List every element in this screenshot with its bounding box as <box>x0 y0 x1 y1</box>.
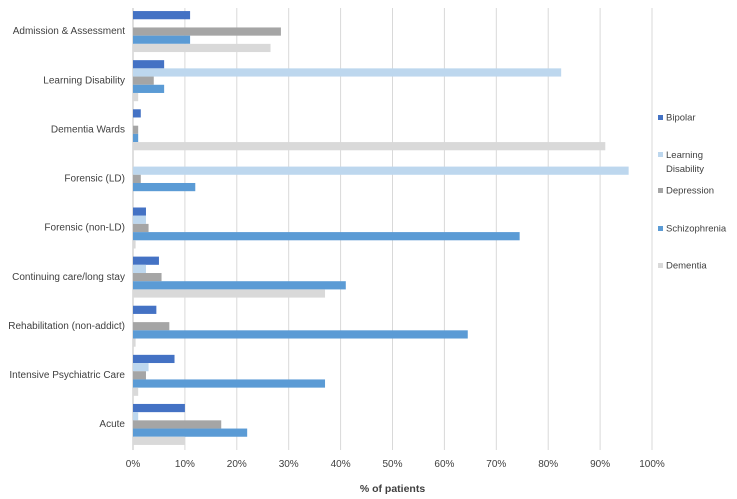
legend-swatch <box>658 263 663 268</box>
category-label: Intensive Psychiatric Care <box>9 370 125 381</box>
category-label: Dementia Wards <box>51 124 125 135</box>
legend-swatch <box>658 188 663 193</box>
bar <box>133 387 139 396</box>
x-tick-label: 90% <box>590 459 610 470</box>
bar <box>133 330 468 339</box>
bar <box>133 27 281 36</box>
bar <box>133 379 326 388</box>
x-tick-label: 60% <box>434 459 454 470</box>
legend-label: Schizophrenia <box>666 224 727 235</box>
bar <box>133 322 170 331</box>
category-label: Forensic (LD) <box>64 174 125 185</box>
x-tick-label: 0% <box>126 459 141 470</box>
bar <box>133 142 606 151</box>
bar <box>133 182 196 192</box>
bars <box>133 11 629 445</box>
bar <box>133 43 271 53</box>
bar <box>133 264 146 274</box>
bar <box>133 223 149 233</box>
bar <box>133 256 159 265</box>
bar <box>133 60 165 69</box>
bar <box>133 273 162 282</box>
bar <box>133 371 146 380</box>
bar <box>133 289 326 298</box>
bar <box>133 11 191 20</box>
bar <box>133 215 146 224</box>
bar <box>133 363 149 372</box>
legend-label: Dementia <box>666 261 707 272</box>
bar <box>133 68 562 77</box>
bar <box>133 207 146 216</box>
bar <box>133 240 136 249</box>
category-label: Forensic (non-LD) <box>44 223 125 234</box>
bar <box>133 436 185 445</box>
bar <box>133 174 141 183</box>
bar <box>133 166 629 175</box>
x-tick-label: 70% <box>486 459 506 470</box>
x-tick-label: 30% <box>279 459 299 470</box>
bar <box>133 338 136 347</box>
bar <box>133 92 139 102</box>
legend-label: Bipolar <box>666 113 696 124</box>
legend-label: Depression <box>666 186 714 197</box>
bar <box>133 428 248 437</box>
x-tick-labels: 0% 10% 20% 30% 40% 50% 60% 70% 80% 90% 100% <box>126 459 665 470</box>
bar <box>133 403 185 413</box>
category-label: Rehabilitation (non-addict) <box>8 321 125 332</box>
bar <box>133 354 175 364</box>
bar <box>133 125 139 134</box>
legend-label: Learning Disability <box>666 150 704 175</box>
legend-swatch <box>658 115 663 120</box>
x-tick-label: 40% <box>331 459 351 470</box>
category-label: Learning Disability <box>43 75 125 86</box>
x-tick-label: 50% <box>382 459 402 470</box>
category-labels: Admission & Assessment Learning Disabilit… <box>8 26 125 430</box>
bar <box>133 133 139 143</box>
legend: Bipolar Learning Disability Depression Schiz… <box>658 113 727 272</box>
legend-swatch <box>658 152 663 157</box>
bar <box>133 420 222 429</box>
gridlines <box>132 8 653 450</box>
category-label: Acute <box>99 419 125 430</box>
bar <box>133 35 191 44</box>
x-tick-label: 20% <box>227 459 247 470</box>
bar <box>133 109 141 118</box>
bar <box>133 232 520 241</box>
x-tick-label: 100% <box>639 459 665 470</box>
bar <box>133 84 165 93</box>
bar <box>133 305 157 314</box>
x-tick-label: 10% <box>175 459 195 470</box>
x-tick-label: 80% <box>538 459 558 470</box>
bar <box>133 281 346 290</box>
x-axis-title: % of patients <box>360 483 425 495</box>
bar <box>133 76 154 85</box>
bar <box>133 412 139 421</box>
category-label: Admission & Assessment <box>13 26 125 37</box>
category-label: Continuing care/long stay <box>12 272 125 283</box>
legend-swatch <box>658 226 663 231</box>
